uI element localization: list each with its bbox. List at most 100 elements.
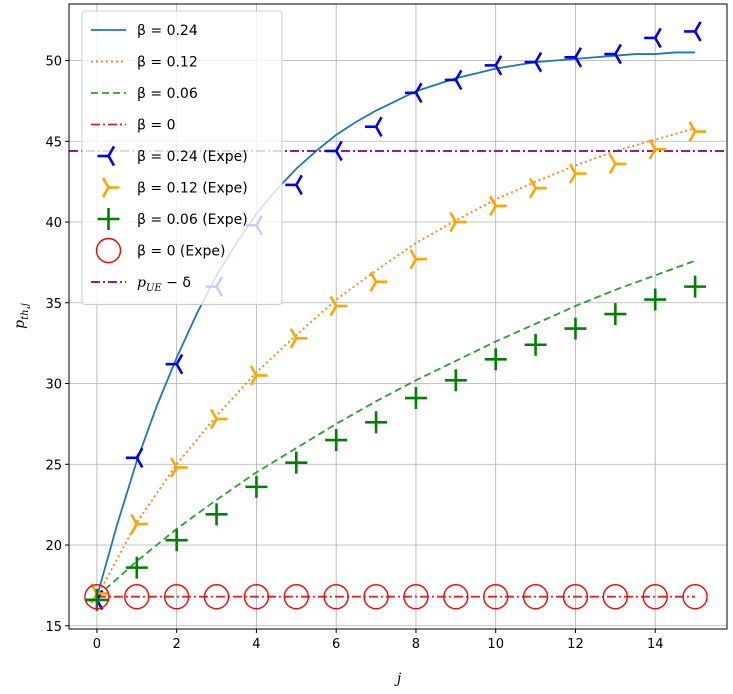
series-markers-6 [85,275,707,611]
x-tick-label: 6 [332,637,340,652]
data-point [285,174,303,196]
series-line-2 [96,259,696,598]
data-point [325,429,348,452]
x-tick-label: 2 [173,637,181,652]
data-point [363,584,389,610]
data-point [130,513,148,535]
data-point [245,475,268,498]
data-point [283,584,310,610]
data-point [369,271,388,292]
data-point [562,584,589,610]
data-point [684,21,702,42]
data-point [444,369,467,392]
legend-label: β = 0.06 [137,86,198,102]
y-tick-label: 40 [45,216,62,231]
data-point [409,248,427,270]
legend-label: β = 0.12 (Expe) [137,181,248,197]
y-axis-label-subscript: th,j [20,303,31,320]
legend-label: β = 0.12 [137,55,198,71]
data-point [85,588,108,611]
x-tick-label: 12 [567,637,584,652]
data-point [125,447,144,469]
x-tick-label: 4 [252,637,260,652]
data-point [203,584,230,610]
data-point [522,584,549,610]
data-point [403,584,429,610]
data-point [243,584,270,610]
y-axis-label-base: p [12,320,28,329]
data-point [564,47,583,68]
legend-label: pUE − δ [137,275,191,294]
axes: 0 2 4 6 8 10 12 14 15 20 25 30 35 40 45 50 [45,55,663,652]
data-point [528,177,547,199]
data-point [568,163,587,184]
y-tick-label: 30 [45,378,62,393]
data-point [165,529,188,552]
data-point [564,317,587,340]
data-point [249,365,268,386]
data-point [404,82,423,104]
y-tick-label: 50 [45,55,62,70]
data-point [644,288,667,311]
data-point [404,387,427,410]
data-point [205,503,228,526]
x-axis-label: j [394,671,402,687]
data-point [648,139,667,160]
legend-label: β = 0 [137,118,175,134]
data-point [125,556,148,579]
data-point [325,140,343,162]
data-point [644,27,662,49]
y-tick-label: 35 [45,297,62,312]
legend-label: β = 0.24 [137,23,198,39]
legend-handle [97,145,116,167]
data-point [443,584,469,610]
data-point [688,121,707,142]
plot-frame [68,3,728,630]
x-tick-label: 14 [647,637,664,652]
data-point [484,348,507,371]
data-point [365,116,383,137]
legend-handle [95,237,122,264]
legend-label: β = 0.06 (Expe) [137,212,248,228]
data-point [323,584,349,610]
y-tick-label: 20 [45,539,62,554]
data-point [682,584,708,610]
legend: β = 0.24 β = 0.12 β = 0.06 β = 0 β = 0.24 (E… [81,10,283,305]
data-point [524,333,547,356]
data-point [329,295,348,317]
series-markers-7 [84,584,708,610]
x-tick-label: 8 [412,637,420,652]
data-point [289,328,308,349]
legend-handle [97,208,120,230]
legend-handle [101,177,120,198]
data-point [124,584,150,610]
data-point [163,584,190,610]
y-axis-label: pth,j [12,303,31,329]
data-point [524,51,543,73]
data-point [608,153,627,175]
data-point [602,584,629,610]
data-point [365,411,388,434]
data-point [285,451,308,474]
data-point [642,584,668,610]
data-point [684,275,707,298]
legend-label: β = 0.24 (Expe) [137,149,248,165]
data-point [449,211,467,233]
data-point [165,353,184,375]
series-line-1 [96,127,696,598]
x-tick-label: 10 [487,637,504,652]
legend-box [81,10,283,305]
series-markers-5 [90,121,707,604]
y-tick-label: 25 [45,458,62,473]
x-tick-label: 0 [93,637,101,652]
series-line-0 [96,51,696,597]
data-point [484,55,503,76]
y-tick-label: 15 [45,620,62,635]
data-point [84,584,110,610]
legend-label: β = 0 (Expe) [137,244,225,260]
data-point [209,408,228,430]
y-tick-label: 45 [45,135,62,150]
data-point [170,457,188,478]
